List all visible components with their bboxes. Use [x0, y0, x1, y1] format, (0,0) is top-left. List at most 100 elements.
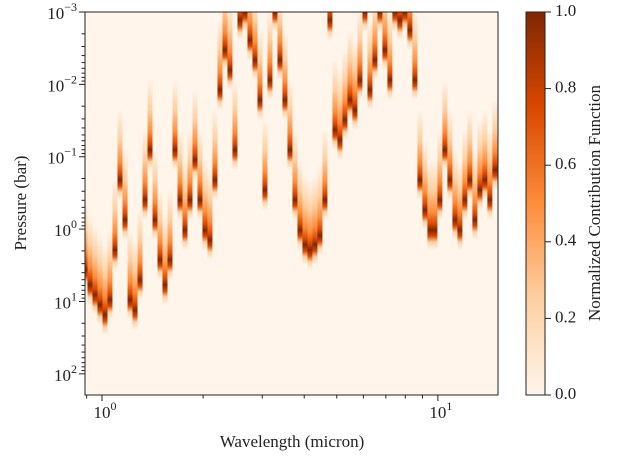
contribution-column: [392, 12, 398, 395]
contribution-column: [432, 12, 438, 395]
contribution-column: [382, 12, 388, 395]
contribution-column: [337, 12, 343, 395]
contribution-column: [132, 12, 138, 395]
contribution-column: [92, 12, 98, 395]
contribution-column: [492, 12, 498, 395]
contribution-column: [302, 12, 308, 395]
contribution-column: [282, 12, 288, 395]
contribution-column: [222, 12, 228, 395]
contribution-column: [307, 12, 313, 395]
contribution-column: [187, 12, 193, 395]
contribution-column: [112, 12, 118, 395]
colorbar: [525, 11, 546, 396]
contribution-column: [472, 12, 478, 395]
contribution-column: [442, 12, 448, 395]
colorbar-label: Normalized Contribution Function: [585, 84, 604, 321]
colorbar-tick-label: 0.8: [555, 78, 576, 97]
contribution-column: [227, 12, 233, 395]
contribution-column: [277, 12, 283, 395]
contribution-column: [117, 12, 123, 395]
contribution-column: [397, 12, 403, 395]
contribution-column: [477, 12, 483, 395]
y-tick-label: 101: [54, 289, 77, 312]
x-axis-label: Wavelength (micron): [220, 432, 365, 451]
contribution-column: [457, 12, 463, 395]
contribution-column: [322, 12, 328, 395]
contribution-column: [377, 12, 383, 395]
contribution-column: [422, 12, 428, 395]
contribution-column: [452, 12, 458, 395]
contribution-column: [167, 12, 173, 395]
contribution-column: [107, 12, 113, 395]
contribution-column: [137, 12, 143, 395]
contribution-column: [447, 12, 453, 395]
contribution-column: [332, 12, 338, 395]
y-tick-label: 10−3: [47, 0, 77, 23]
x-tick-label: 100: [93, 399, 116, 422]
heatmap: [85, 12, 498, 395]
contribution-column: [402, 12, 408, 395]
contribution-column: [437, 12, 443, 395]
contribution-column: [157, 12, 163, 395]
contribution-column: [87, 12, 93, 395]
contribution-column: [467, 12, 473, 395]
contribution-column: [177, 12, 183, 395]
contribution-column: [412, 12, 418, 395]
contribution-column: [242, 12, 248, 395]
contribution-column: [407, 12, 413, 395]
colorbar-tick-label: 0.6: [555, 154, 576, 173]
y-axis-label: Pressure (bar): [11, 156, 30, 251]
contribution-column: [172, 12, 178, 395]
contribution-column: [287, 12, 293, 395]
contribution-column: [347, 12, 353, 395]
contribution-column: [142, 12, 148, 395]
contribution-column: [317, 12, 323, 395]
contribution-column: [312, 12, 318, 395]
contribution-column: [152, 12, 158, 395]
contribution-column: [247, 12, 253, 395]
contribution-column: [267, 12, 273, 395]
contribution-column: [85, 12, 88, 395]
contribution-column: [357, 12, 363, 395]
contribution-column: [272, 12, 278, 395]
contribution-column: [417, 12, 423, 395]
contribution-column: [367, 12, 373, 395]
y-tick-label: 10−1: [47, 144, 77, 167]
contribution-column: [102, 12, 108, 395]
contribution-column: [362, 12, 368, 395]
contribution-column: [122, 12, 128, 395]
contribution-column: [252, 12, 258, 395]
contribution-column: [462, 12, 468, 395]
contribution-column: [162, 12, 168, 395]
contribution-column: [212, 12, 218, 395]
contribution-column: [387, 12, 393, 395]
colorbar-tick-label: 0.0: [555, 384, 576, 403]
contribution-column: [207, 12, 213, 395]
contribution-column: [297, 12, 303, 395]
y-tick-label: 10−2: [47, 72, 77, 95]
contribution-column: [232, 12, 238, 395]
y-tick-label: 100: [54, 217, 77, 240]
contribution-column: [342, 12, 348, 395]
contribution-column: [372, 12, 378, 395]
contribution-column: [482, 12, 488, 395]
plot-frame: [84, 11, 499, 396]
colorbar-tick-label: 1.0: [555, 1, 576, 20]
colorbar-tick-label: 0.4: [555, 231, 577, 250]
contribution-column: [237, 12, 243, 395]
contribution-column: [192, 12, 198, 395]
colorbar-tick-label: 0.2: [555, 307, 576, 326]
contribution-column: [427, 12, 433, 395]
contribution-column: [257, 12, 263, 395]
x-tick-label: 101: [429, 399, 452, 422]
contribution-column: [262, 12, 268, 395]
contribution-column: [292, 12, 298, 395]
contribution-column: [182, 12, 188, 395]
contribution-column: [202, 12, 208, 395]
contribution-column: [327, 12, 333, 395]
contribution-column: [197, 12, 203, 395]
contribution-column: [217, 12, 223, 395]
contribution-column: [127, 12, 133, 395]
contribution-column: [352, 12, 358, 395]
